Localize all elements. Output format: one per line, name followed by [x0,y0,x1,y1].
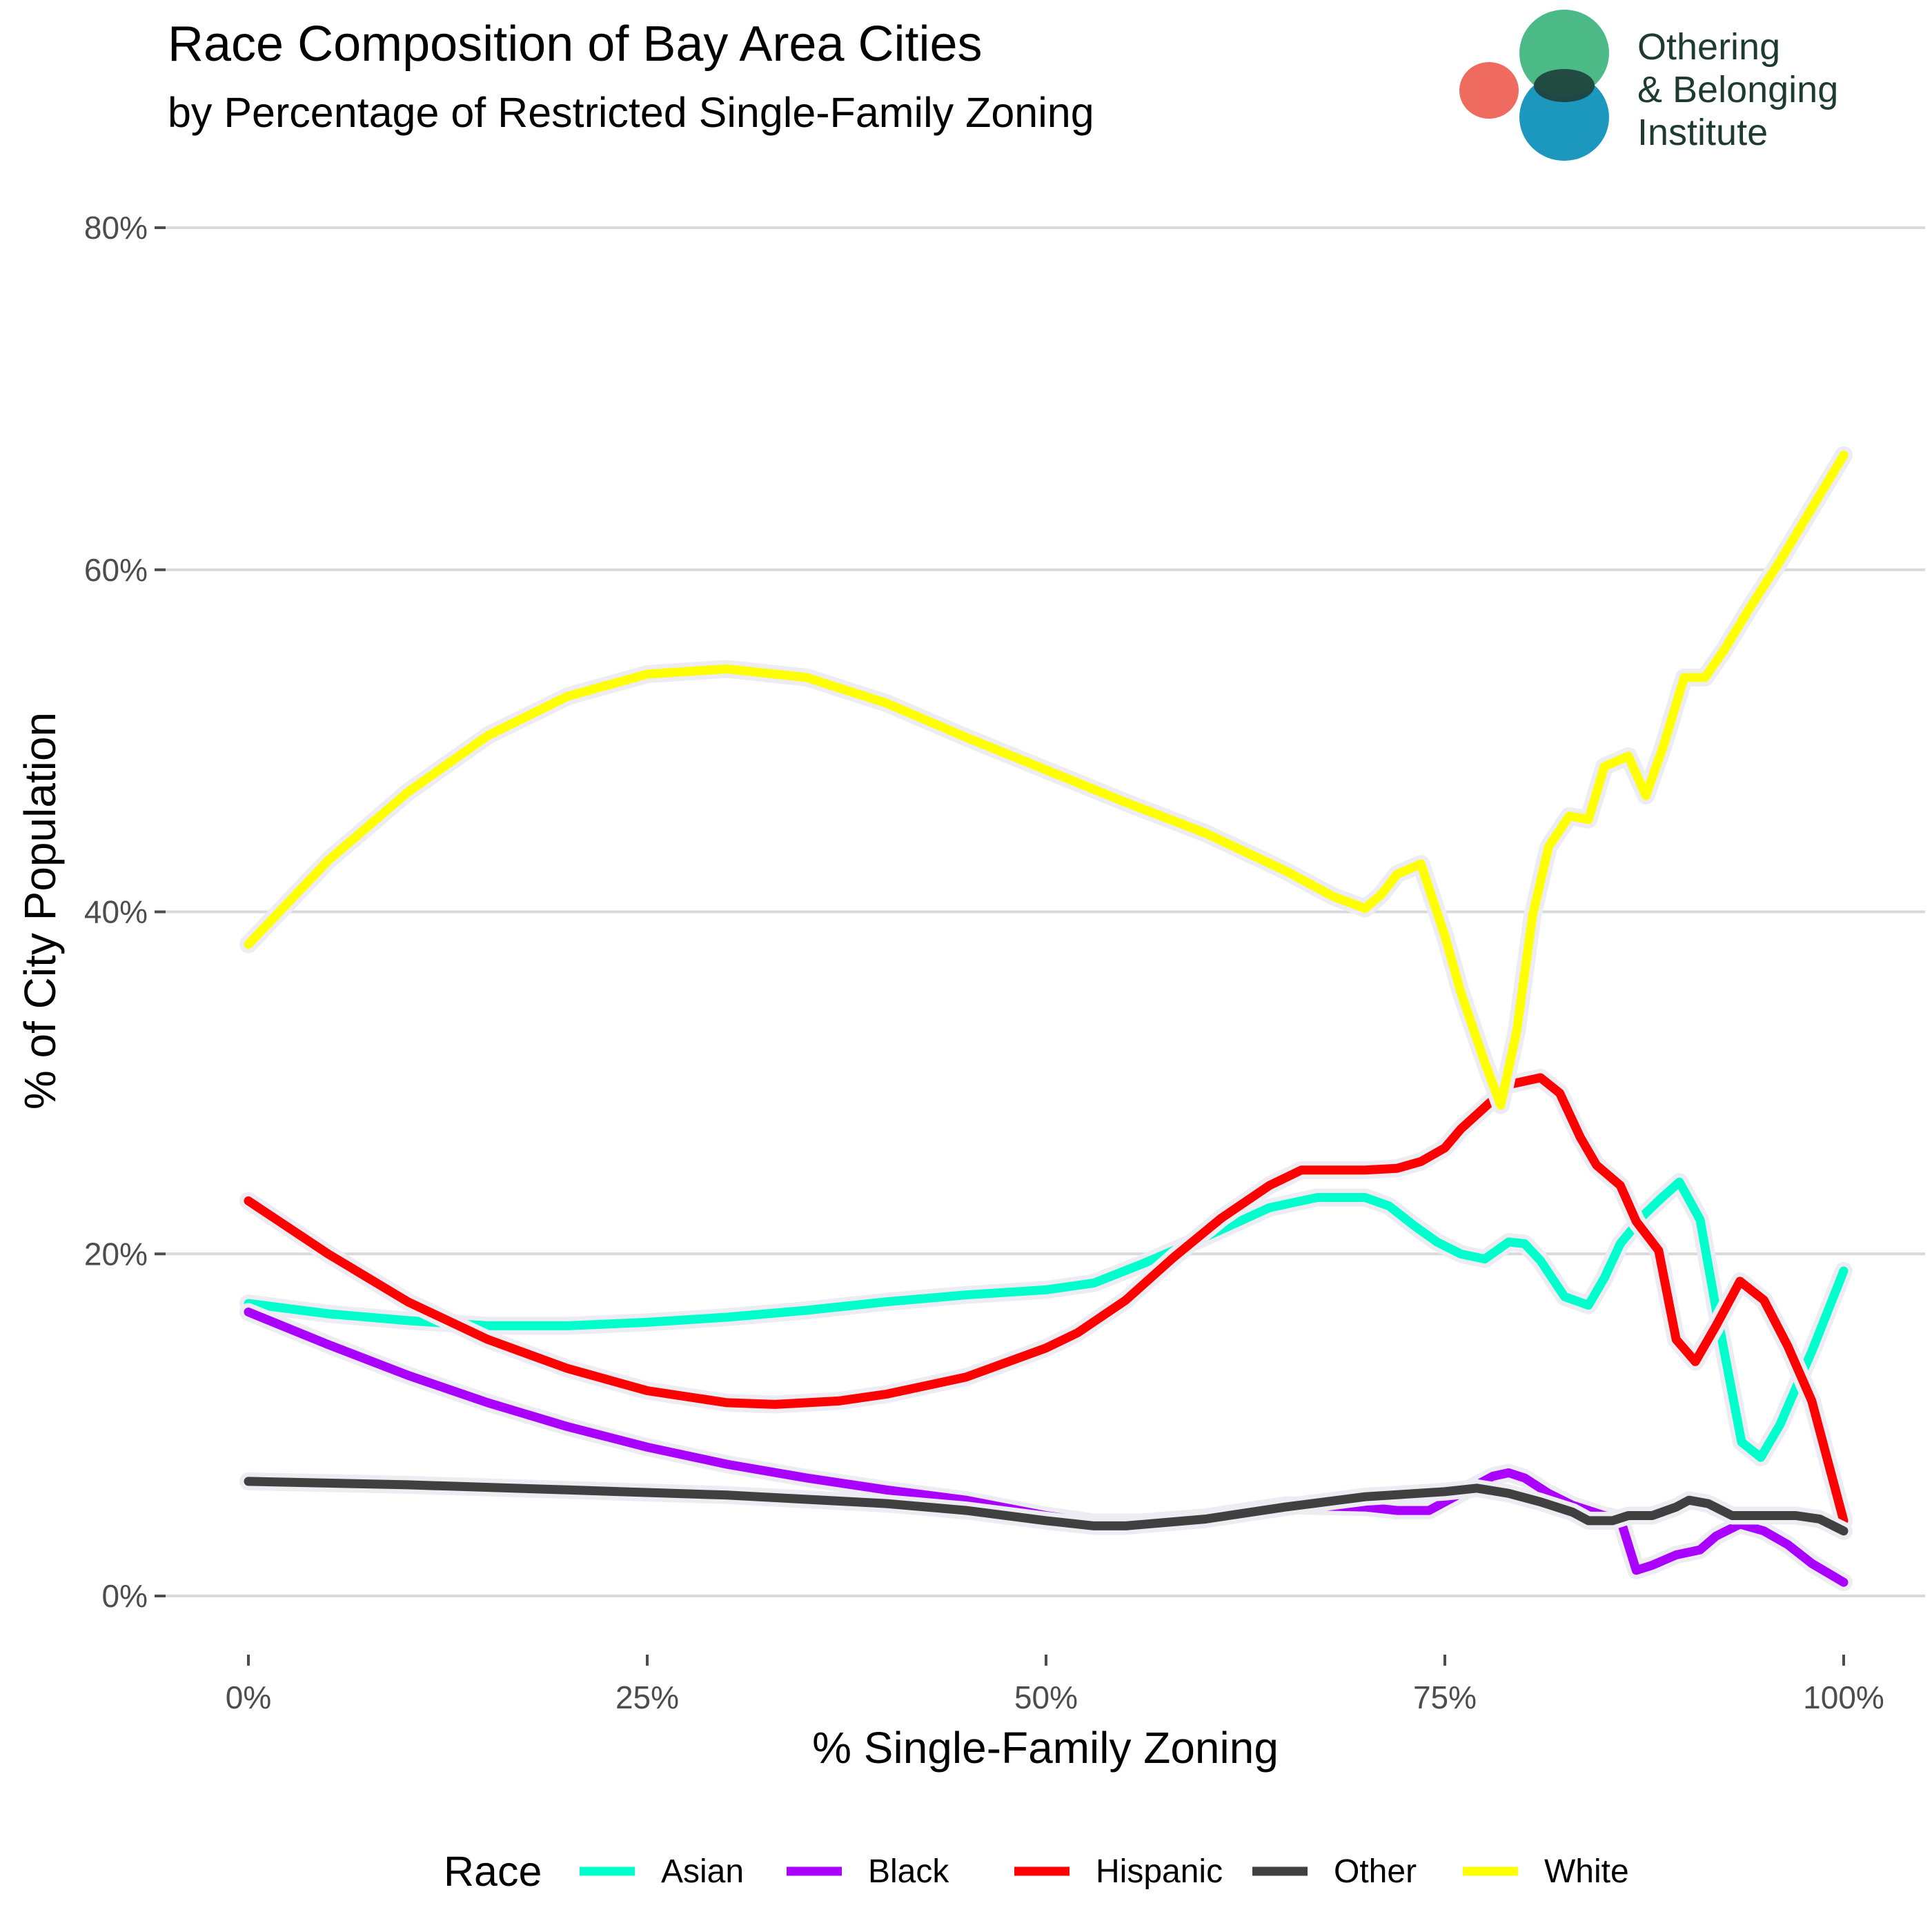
logo-overlap [1534,69,1595,102]
logo-line-1: Othering [1637,26,1780,68]
legend-label-white: White [1544,1853,1629,1890]
legend-title: Race [444,1848,542,1895]
y-axis: 0% 20% 40% 60% 80% [84,210,166,1614]
series-line-hispanic [244,1073,1849,1526]
y-tick-label: 0% [102,1578,148,1614]
logo: Othering & Belonging Institute [1459,10,1838,161]
legend-label-hispanic: Hispanic [1096,1853,1223,1890]
y-tick-label: 60% [84,552,148,588]
y-tick-label: 20% [84,1236,148,1272]
x-tick-label: 25% [615,1679,679,1715]
x-axis: 0% 25% 50% 75% 100% [226,1655,1884,1715]
y-tick-label: 80% [84,210,148,246]
legend-label-asian: Asian [661,1853,744,1890]
series-line-white [244,451,1849,1110]
legend-label-black: Black [868,1853,949,1890]
chart-title: Race Composition of Bay Area Cities [168,17,983,72]
x-tick-label: 50% [1014,1679,1078,1715]
x-tick-label: 75% [1413,1679,1477,1715]
y-axis-title: % of City Population [15,712,65,1110]
logo-red-circle [1459,62,1519,119]
y-tick-label: 40% [84,894,148,930]
series-line-black [244,1308,1849,1587]
chart-subtitle: by Percentage of Restricted Single-Famil… [168,89,1094,136]
series-halo-asian [239,1173,1853,1467]
legend-label-other: Other [1334,1853,1417,1890]
series-line-other [244,1477,1849,1536]
x-axis-title: % Single-Family Zoning [812,1723,1279,1773]
series-lines [239,446,1853,1592]
x-tick-label: 0% [226,1679,271,1715]
legend: Race Asian Black Hispanic Other White [444,1848,1629,1895]
logo-line-2: & Belonging [1637,69,1838,110]
series-halo-hispanic [239,1068,1853,1530]
logo-line-3: Institute [1637,112,1768,153]
x-tick-label: 100% [1803,1679,1884,1715]
series-line-asian [244,1177,1849,1462]
grid [166,226,1925,1597]
